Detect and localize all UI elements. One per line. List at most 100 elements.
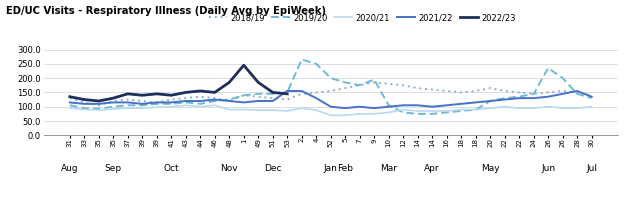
2020/21: [573, 107, 581, 109]
2021/22: [573, 90, 581, 92]
2021/22: [298, 90, 306, 92]
2022/23: [95, 100, 102, 102]
2020/21: [240, 108, 248, 111]
2018/19: [429, 88, 436, 91]
2019/20: [182, 101, 190, 104]
2020/21: [501, 105, 509, 108]
2018/19: [588, 94, 595, 97]
2020/21: [385, 111, 392, 114]
2018/19: [487, 87, 494, 89]
2019/20: [167, 103, 175, 105]
2018/19: [240, 94, 248, 97]
Line: 2019/20: 2019/20: [70, 60, 592, 114]
2019/20: [313, 63, 320, 65]
2021/22: [559, 93, 567, 95]
2019/20: [371, 78, 378, 81]
2020/21: [457, 108, 465, 111]
2020/21: [110, 108, 117, 110]
2020/21: [429, 110, 436, 112]
2020/21: [197, 105, 204, 108]
2022/23: [167, 94, 175, 97]
Line: 2020/21: 2020/21: [70, 105, 592, 115]
2022/23: [225, 81, 233, 84]
2019/20: [573, 93, 581, 95]
2018/19: [182, 97, 190, 99]
2021/22: [211, 98, 218, 101]
2021/22: [66, 101, 74, 104]
2021/22: [399, 104, 407, 106]
2021/22: [371, 107, 378, 109]
2020/21: [443, 110, 451, 112]
2021/22: [95, 103, 102, 105]
2021/22: [443, 104, 451, 106]
2021/22: [283, 90, 291, 92]
2021/22: [588, 96, 595, 98]
2020/21: [356, 113, 363, 115]
Line: 2021/22: 2021/22: [70, 91, 592, 108]
2019/20: [255, 93, 262, 95]
Line: 2022/23: 2022/23: [70, 65, 287, 101]
2019/20: [327, 77, 334, 79]
2018/19: [211, 97, 218, 99]
2020/21: [544, 105, 552, 108]
2020/21: [283, 110, 291, 112]
2020/21: [414, 110, 421, 112]
2021/22: [530, 97, 537, 99]
2019/20: [240, 94, 248, 97]
2021/22: [414, 104, 421, 106]
2022/23: [269, 91, 276, 94]
2019/20: [559, 77, 567, 79]
2019/20: [211, 100, 218, 102]
2020/21: [588, 105, 595, 108]
2019/20: [225, 98, 233, 101]
2021/22: [429, 105, 436, 108]
2018/19: [515, 91, 523, 94]
2021/22: [269, 100, 276, 102]
2019/20: [356, 84, 363, 86]
2021/22: [182, 100, 190, 102]
2020/21: [327, 114, 334, 116]
2021/22: [124, 101, 132, 104]
2019/20: [139, 104, 146, 106]
2018/19: [197, 96, 204, 98]
2018/19: [559, 90, 567, 92]
2022/23: [182, 91, 190, 94]
2020/21: [66, 107, 74, 109]
2020/21: [182, 104, 190, 106]
2019/20: [153, 103, 160, 105]
2020/21: [153, 106, 160, 108]
2018/19: [573, 91, 581, 94]
2020/21: [269, 109, 276, 111]
2020/21: [530, 107, 537, 109]
2018/19: [80, 101, 88, 104]
Text: ED/UC Visits - Respiratory Illness (Daily Avg by EpiWeek): ED/UC Visits - Respiratory Illness (Dail…: [6, 6, 326, 16]
2020/21: [225, 108, 233, 111]
2018/19: [371, 81, 378, 84]
2022/23: [240, 64, 248, 66]
2018/19: [269, 97, 276, 99]
2020/21: [124, 107, 132, 109]
2021/22: [356, 105, 363, 108]
2018/19: [356, 84, 363, 86]
2018/19: [443, 90, 451, 92]
2018/19: [385, 83, 392, 85]
2018/19: [457, 91, 465, 94]
2019/20: [298, 58, 306, 61]
2022/23: [80, 98, 88, 101]
2021/22: [240, 101, 248, 104]
2018/19: [66, 97, 74, 99]
2019/20: [124, 104, 132, 106]
2021/22: [327, 105, 334, 108]
2021/22: [80, 103, 88, 105]
2021/22: [487, 100, 494, 102]
2019/20: [501, 97, 509, 99]
2022/23: [283, 93, 291, 95]
2019/20: [429, 113, 436, 115]
2019/20: [457, 110, 465, 112]
2021/22: [313, 97, 320, 99]
2021/22: [139, 103, 146, 105]
2019/20: [110, 105, 117, 108]
2021/22: [457, 103, 465, 105]
2019/20: [515, 96, 523, 98]
2021/22: [544, 96, 552, 98]
